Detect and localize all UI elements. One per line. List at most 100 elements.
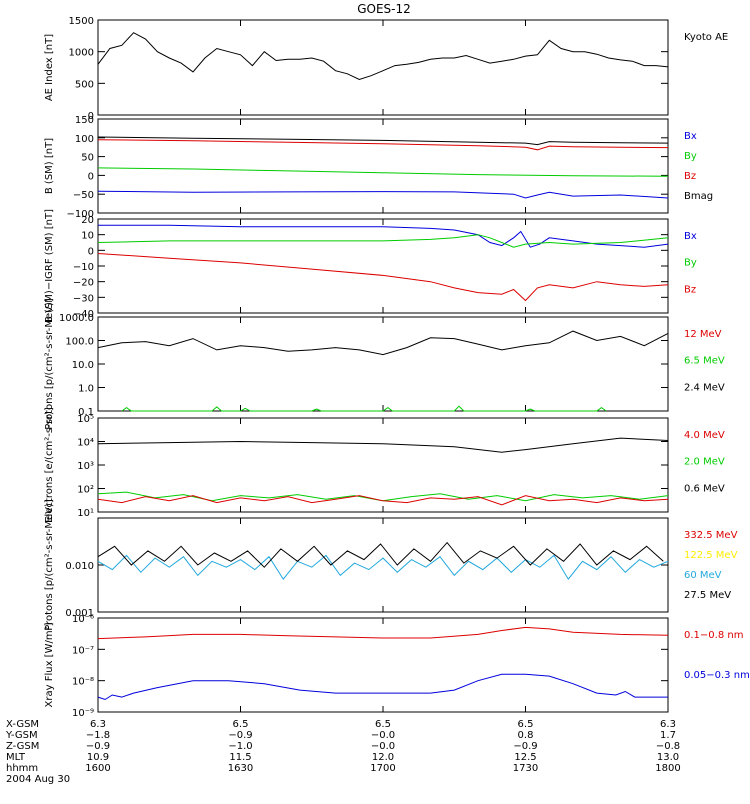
xaxis-value: −0.9 [228, 730, 252, 741]
panel-3-ytick-label: 0 [88, 246, 94, 257]
series-line-0-05-0-3-nm [97, 673, 668, 701]
xaxis-value: 0.8 [518, 730, 534, 741]
panel-3-ytick-label: 10 [81, 231, 94, 242]
legend-bx: Bx [684, 231, 697, 242]
panel-1-ytick-label: 0 [88, 111, 94, 122]
xaxis-row-label-y-gsm: Y-GSM [5, 730, 38, 741]
legend-bz: Bz [684, 171, 696, 182]
xaxis-value: 1630 [228, 763, 253, 774]
xaxis-row-label-x-gsm: X-GSM [6, 719, 39, 730]
panel-2-ytick-label: 100 [75, 134, 94, 145]
legend-kyoto-ae: Kyoto AE [684, 32, 728, 43]
panel-2-ytick-label: −100 [67, 209, 94, 220]
legend-bmag: Bmag [684, 191, 713, 202]
series-line-bmag [97, 136, 669, 146]
panel-3-frame [97, 218, 669, 314]
xaxis-value: −0.9 [86, 741, 110, 752]
panel-4-ytick-label: 1000.0 [59, 313, 94, 324]
panel-1-frame [97, 19, 669, 116]
series-line-60-mev [97, 554, 669, 580]
panel-3-ytick-label: 20 [81, 215, 94, 226]
panel-3-ytick-label: −20 [73, 278, 94, 289]
legend-122-5-mev: 122.5 MeV [684, 550, 738, 561]
panel-6-frame [97, 517, 669, 613]
legend-12-mev: 12 MeV [684, 329, 722, 340]
panel-2-ylabel: B (SM) [nT] [44, 138, 55, 194]
legend-27-5-mev: 27.5 MeV [684, 590, 731, 601]
panel-2-ytick-label: 150 [75, 115, 94, 126]
xaxis-value: −1.0 [228, 741, 252, 752]
panel-1-ylabel: AE Index [nT] [44, 34, 55, 101]
series-line-4-0-mev [97, 495, 669, 506]
legend-332-5-mev: 332.5 MeV [684, 530, 738, 541]
date-label: 2004 Aug 30 [6, 774, 70, 785]
panel-5-ytick-label: 10² [77, 485, 94, 496]
legend-6-5-mev: 6.5 MeV [684, 356, 725, 367]
legend-4-0-mev: 4.0 MeV [684, 430, 725, 441]
xaxis-value: 6.5 [233, 719, 249, 730]
legend-2-4-mev: 2.4 MeV [684, 382, 725, 393]
xaxis-row-label-hhmm: hhmm [6, 763, 38, 774]
series-line-bx [97, 190, 669, 199]
xaxis-value: 13.0 [657, 752, 679, 763]
xaxis-value: 10.9 [87, 752, 109, 763]
panel-4-ylabel: Protons [p/(cm²-s-sr-MeV)] [44, 298, 55, 430]
legend-0-6-mev: 0.6 MeV [684, 483, 725, 494]
legend-bx: Bx [684, 131, 697, 142]
panel-7-ytick-label: 10⁻⁹ [72, 708, 94, 719]
panel-4-ytick-label: 10.0 [72, 360, 94, 371]
legend-bz: Bz [684, 284, 696, 295]
legend-by: By [684, 151, 697, 162]
panel-3-ytick-label: −10 [73, 262, 94, 273]
xaxis-row-label-mlt: MLT [6, 752, 26, 763]
panel-2-frame [97, 118, 669, 214]
xaxis-value: −0.8 [656, 741, 680, 752]
legend-0-1-0-8-nm: 0.1−0.8 nm [684, 630, 743, 641]
panel-2-ytick-label: 50 [81, 153, 94, 164]
panel-2-ytick-label: −50 [73, 190, 94, 201]
series-line-by [97, 167, 669, 177]
panel-5-ytick-label: 10⁴ [77, 438, 94, 449]
panel-2-ytick-label: 0 [88, 171, 94, 182]
series-line-27-5-mev [97, 541, 664, 568]
xaxis-value: 1700 [370, 763, 395, 774]
panel-1-ytick-label: 1500 [69, 16, 94, 27]
panel-4-ytick-label: 100.0 [65, 337, 94, 348]
xaxis-value: −0.0 [371, 730, 395, 741]
panel-6-ytick-label: 0.010 [65, 561, 94, 572]
panel-5-ytick-label: 10⁵ [77, 414, 94, 425]
series-line-bz [97, 253, 669, 302]
panel-7-ylabel: Xray Flux [W/m²] [44, 622, 55, 707]
xaxis-value: 12.0 [372, 752, 394, 763]
xaxis-value: 6.5 [518, 719, 534, 730]
xaxis-value: 1.7 [660, 730, 676, 741]
panel-7-frame [97, 617, 669, 713]
panel-3-ytick-label: −30 [73, 293, 94, 304]
panel-5-ytick-label: 10¹ [77, 508, 94, 519]
xaxis-value: 6.3 [90, 719, 106, 730]
xaxis-value: 6.3 [660, 719, 676, 730]
xaxis-value: −0.0 [371, 741, 395, 752]
xaxis-value: 11.5 [229, 752, 251, 763]
panel-4-ytick-label: 1.0 [78, 384, 94, 395]
legend-2-0-mev: 2.0 MeV [684, 457, 725, 468]
series-line-bz [97, 139, 669, 151]
panel-1-ytick-label: 500 [75, 79, 94, 90]
series-line-6-5-mev [121, 405, 607, 412]
panel-6-ytick-label: 0.001 [65, 608, 94, 619]
panel-4-frame [97, 316, 669, 412]
legend-by: By [684, 258, 697, 269]
series-line-kyoto-ae [97, 32, 669, 81]
xaxis-value: −0.9 [513, 741, 537, 752]
panel-5-ylabel: Electrons [e/(cm²-s-sr)] [44, 407, 55, 523]
legend-0-05-0-3-nm: 0.05−0.3 nm [684, 670, 750, 681]
xaxis-value: 6.5 [375, 719, 391, 730]
series-line-2-0-mev [97, 491, 669, 502]
panel-7-ytick-label: 10⁻⁶ [72, 614, 94, 625]
series-line-2-4-mev [97, 330, 669, 356]
xaxis-value: 1730 [513, 763, 538, 774]
panel-3-ylabel: B (SM)−IGRF (SM) [nT] [44, 209, 55, 323]
xaxis-row-label-z-gsm: Z-GSM [6, 741, 39, 752]
